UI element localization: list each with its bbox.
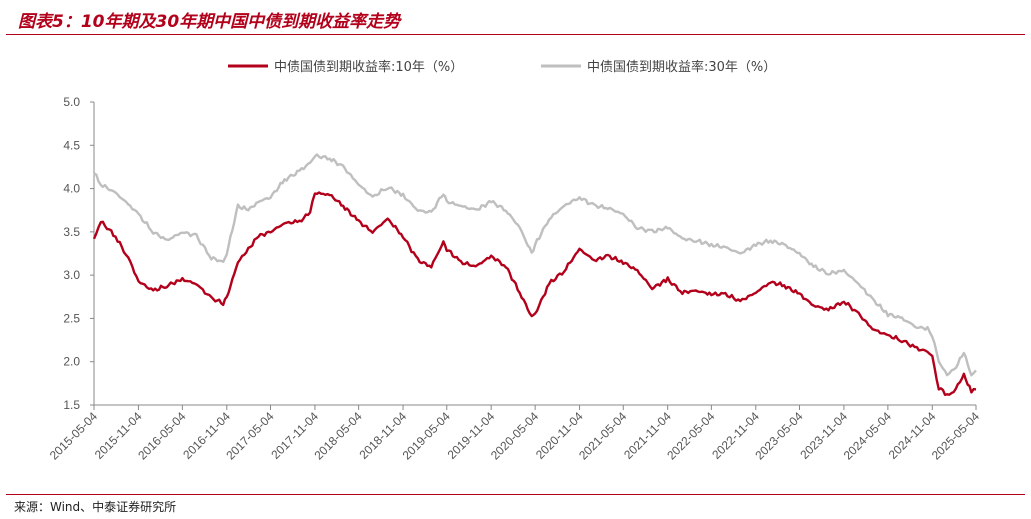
x-tick-label: 2023-05-04 <box>752 409 806 463</box>
series-line-30y <box>93 153 977 377</box>
x-tick-label: 2025-05-04 <box>929 409 983 463</box>
x-tick-label: 2022-05-04 <box>664 409 718 463</box>
x-tick-label: 2016-05-04 <box>135 409 189 463</box>
x-tick-label: 2017-05-04 <box>223 409 277 463</box>
legend-10y-label: 中债国债到期收益率:10年（%） <box>274 59 463 75</box>
series-line-10y <box>92 191 977 396</box>
x-tick-label: 2019-05-04 <box>400 409 454 463</box>
legend-30y-label: 中债国债到期收益率:30年（%） <box>587 59 776 75</box>
y-tick-label: 5.0 <box>63 95 80 109</box>
y-tick-label: 3.5 <box>63 225 80 239</box>
x-tick-label: 2018-05-04 <box>311 409 365 463</box>
footer-rule <box>6 494 1025 495</box>
x-tick-label: 2021-05-04 <box>576 409 630 463</box>
y-tick-label: 2.0 <box>63 355 80 369</box>
y-tick-label: 4.0 <box>63 182 80 196</box>
x-tick-label: 2020-05-04 <box>488 409 542 463</box>
source-note: 来源：Wind、中泰证券研究所 <box>14 500 177 514</box>
y-tick-label: 1.5 <box>63 398 80 412</box>
y-tick-label: 2.5 <box>63 311 80 325</box>
x-tick-label: 2015-05-04 <box>47 409 101 463</box>
y-tick-label: 4.5 <box>63 138 80 152</box>
y-tick-label: 3.0 <box>63 268 80 282</box>
yield-line-chart: 1.52.02.53.03.54.04.55.02015-05-042015-1… <box>47 59 983 463</box>
chart-title: 图表5：10年期及30年期中国中债到期收益率走势 <box>18 12 401 32</box>
header-rule <box>6 34 1025 35</box>
x-tick-label: 2024-05-04 <box>841 409 895 463</box>
